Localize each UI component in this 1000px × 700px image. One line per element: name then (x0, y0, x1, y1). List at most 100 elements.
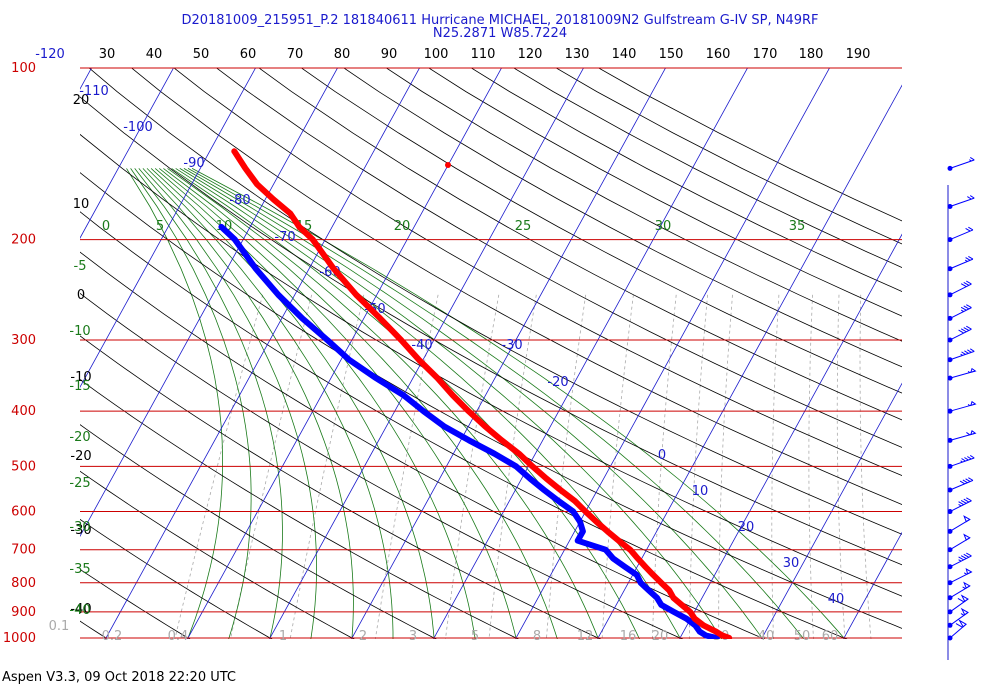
wind-barb-full (970, 455, 974, 458)
dewpoint-line-point (703, 633, 708, 638)
theta-top-label: 140 (612, 47, 637, 62)
wind-barb-full (962, 459, 966, 462)
isotherm-label: -80 (229, 193, 250, 208)
mixing-ratio-label: 1 (279, 629, 287, 644)
dewpoint-line-point (577, 519, 582, 524)
dewpoint-line-point (655, 595, 660, 600)
mixing-ratio-line (809, 295, 814, 650)
wind-barb-full (966, 305, 971, 308)
wind-barb-full (966, 258, 971, 261)
wind-barb-half (969, 160, 971, 161)
axis-labels: 1002003004005006007008009001000-120 30 40 5… (3, 47, 871, 646)
wind-flag (964, 535, 970, 540)
wind-barb-full (961, 556, 966, 559)
isotherm-line (181, 42, 515, 650)
theta-line (58, 42, 1000, 650)
theta-left-label: 0 (77, 288, 85, 303)
wind-barb-half (959, 560, 962, 561)
temperature-line-point (605, 529, 610, 534)
theta-e-line (127, 168, 223, 650)
wind-barb-full (964, 554, 969, 557)
theta-top-label: 80 (334, 47, 351, 62)
theta-e-left-label: -5 (74, 259, 87, 274)
pressure-label: 700 (11, 543, 36, 558)
footer-text: Aspen V3.3, 09 Oct 2018 22:20 UTC (2, 670, 236, 685)
wind-flag (962, 596, 968, 602)
theta-top-label: 40 (146, 47, 163, 62)
isotherm-label: -70 (274, 230, 295, 245)
theta-top-label: 50 (193, 47, 210, 62)
wind-barb-full (970, 157, 974, 160)
mixing-ratio-label: 0.4 (168, 629, 189, 644)
theta-e-line (176, 168, 687, 650)
theta-line (470, 42, 1000, 650)
wind-barb-full (968, 256, 973, 259)
temperature-line-point (271, 197, 276, 202)
wind-barb-half (968, 371, 970, 372)
temperature-line-point (232, 149, 237, 154)
wind-barb-full (959, 557, 964, 560)
theta-top-label: 70 (287, 47, 304, 62)
pressure-label: 900 (11, 605, 36, 620)
wind-barb-full (967, 197, 971, 200)
theta-line (182, 42, 1000, 650)
isotherm-line (837, 42, 1000, 650)
mixing-ratio-label: 0.2 (102, 629, 123, 644)
theta-top-label: 170 (753, 47, 778, 62)
temperature-line-point (354, 292, 359, 297)
wind-barb-half (968, 404, 970, 405)
dewpoint-line-point (603, 547, 608, 552)
temperature-line-point (499, 438, 504, 443)
dewpoint-line-point (684, 616, 689, 621)
isotherm-label: 10 (692, 484, 709, 499)
theta-line (511, 42, 1000, 650)
theta-e-left-label: -15 (69, 379, 90, 394)
temperature-line-point (594, 519, 599, 524)
wind-barbs (948, 157, 976, 660)
dewpoint-line-point (325, 337, 330, 342)
isotherm-label: -100 (123, 120, 153, 135)
theta-top-label: 130 (565, 47, 590, 62)
mixing-ratio-label: 5 (471, 629, 479, 644)
wind-barb-full (959, 502, 964, 505)
temperature-line-point (516, 451, 521, 456)
theta-e-left-label: -20 (69, 430, 90, 445)
mixing-ratio-label: 8 (533, 629, 541, 644)
theta-left-label: 10 (73, 197, 90, 212)
temperature-line-point (643, 564, 648, 569)
mixing-ratio-line (772, 295, 779, 650)
wind-barb-full (966, 281, 971, 284)
wind-barb-half (961, 310, 964, 311)
wind-barb-half (964, 573, 967, 574)
mixing-ratio-label: 3 (409, 629, 417, 644)
theta-top-label: 180 (799, 47, 824, 62)
wind-barb (950, 160, 974, 168)
wind-barb-full (967, 456, 971, 459)
isotherm-label: 0 (658, 448, 666, 463)
wind-barb-full (960, 481, 965, 484)
temperature-line-point (544, 476, 549, 481)
wind-barb-half (961, 614, 964, 616)
wind-barb-full (961, 307, 966, 310)
wind-barb (950, 198, 974, 206)
temperature-line-point (714, 629, 719, 634)
wind-barb-full (966, 498, 971, 501)
temperature-line-point (667, 588, 672, 593)
wind-flag (971, 431, 976, 435)
mixing-ratio-label: 50 (794, 629, 811, 644)
temperature-line-point (243, 166, 248, 171)
theta-e-label: 30 (655, 219, 672, 234)
dewpoint-line-point (622, 564, 627, 569)
temperature-line-point (482, 424, 487, 429)
pressure-label: 200 (11, 233, 36, 248)
theta-e-label: 35 (789, 219, 806, 234)
wind-barb-full (963, 480, 968, 483)
wind-barb-full (961, 329, 966, 332)
isotherm-line (17, 42, 351, 650)
isotherm-line (919, 42, 1000, 650)
wind-flag (964, 583, 970, 588)
pressure-label: 500 (11, 459, 36, 474)
temperature-line-point (659, 580, 664, 585)
dewpoint-line-point (253, 266, 258, 271)
temperature-line-point (688, 609, 693, 614)
